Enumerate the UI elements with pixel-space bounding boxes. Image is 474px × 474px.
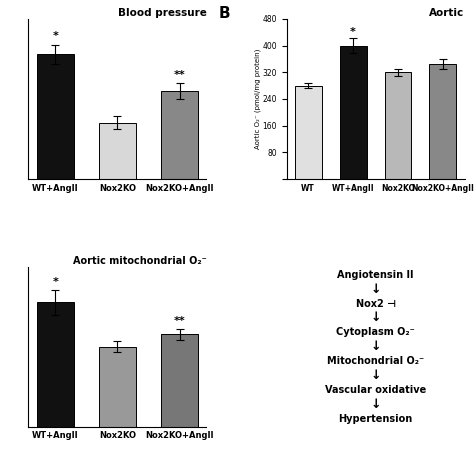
Text: ↓: ↓ (370, 311, 381, 324)
Bar (295, 86, 321, 179)
Text: Vascular oxidative: Vascular oxidative (325, 385, 426, 395)
Text: Aortic mitochondrial O₂⁻: Aortic mitochondrial O₂⁻ (73, 256, 207, 266)
Bar (429, 64, 456, 179)
Text: **: ** (174, 70, 185, 80)
Text: Blood pressure: Blood pressure (118, 8, 207, 18)
Bar (99, 346, 136, 427)
Text: Mitochondrial O₂⁻: Mitochondrial O₂⁻ (327, 356, 424, 366)
Text: *: * (350, 27, 356, 36)
Bar (36, 54, 74, 179)
Bar (36, 302, 74, 427)
Text: **: ** (174, 316, 185, 326)
Bar (161, 334, 198, 427)
Bar (99, 123, 136, 179)
Text: B: B (219, 6, 230, 21)
Text: Hypertension: Hypertension (338, 414, 413, 424)
Text: Nox2 ⊣: Nox2 ⊣ (356, 299, 395, 309)
Text: Aortic: Aortic (429, 8, 465, 18)
Bar (161, 91, 198, 179)
Text: ↓: ↓ (370, 369, 381, 382)
Text: ↓: ↓ (370, 340, 381, 353)
Bar (384, 72, 411, 179)
Bar (339, 46, 366, 179)
Y-axis label: Aortic O₂⁻ (pmol/mg protein): Aortic O₂⁻ (pmol/mg protein) (254, 49, 261, 149)
Text: *: * (52, 31, 58, 41)
Text: Angiotensin II: Angiotensin II (337, 270, 414, 280)
Text: ↓: ↓ (370, 283, 381, 296)
Text: *: * (52, 277, 58, 287)
Text: Cytoplasm O₂⁻: Cytoplasm O₂⁻ (336, 327, 415, 337)
Text: ↓: ↓ (370, 398, 381, 410)
